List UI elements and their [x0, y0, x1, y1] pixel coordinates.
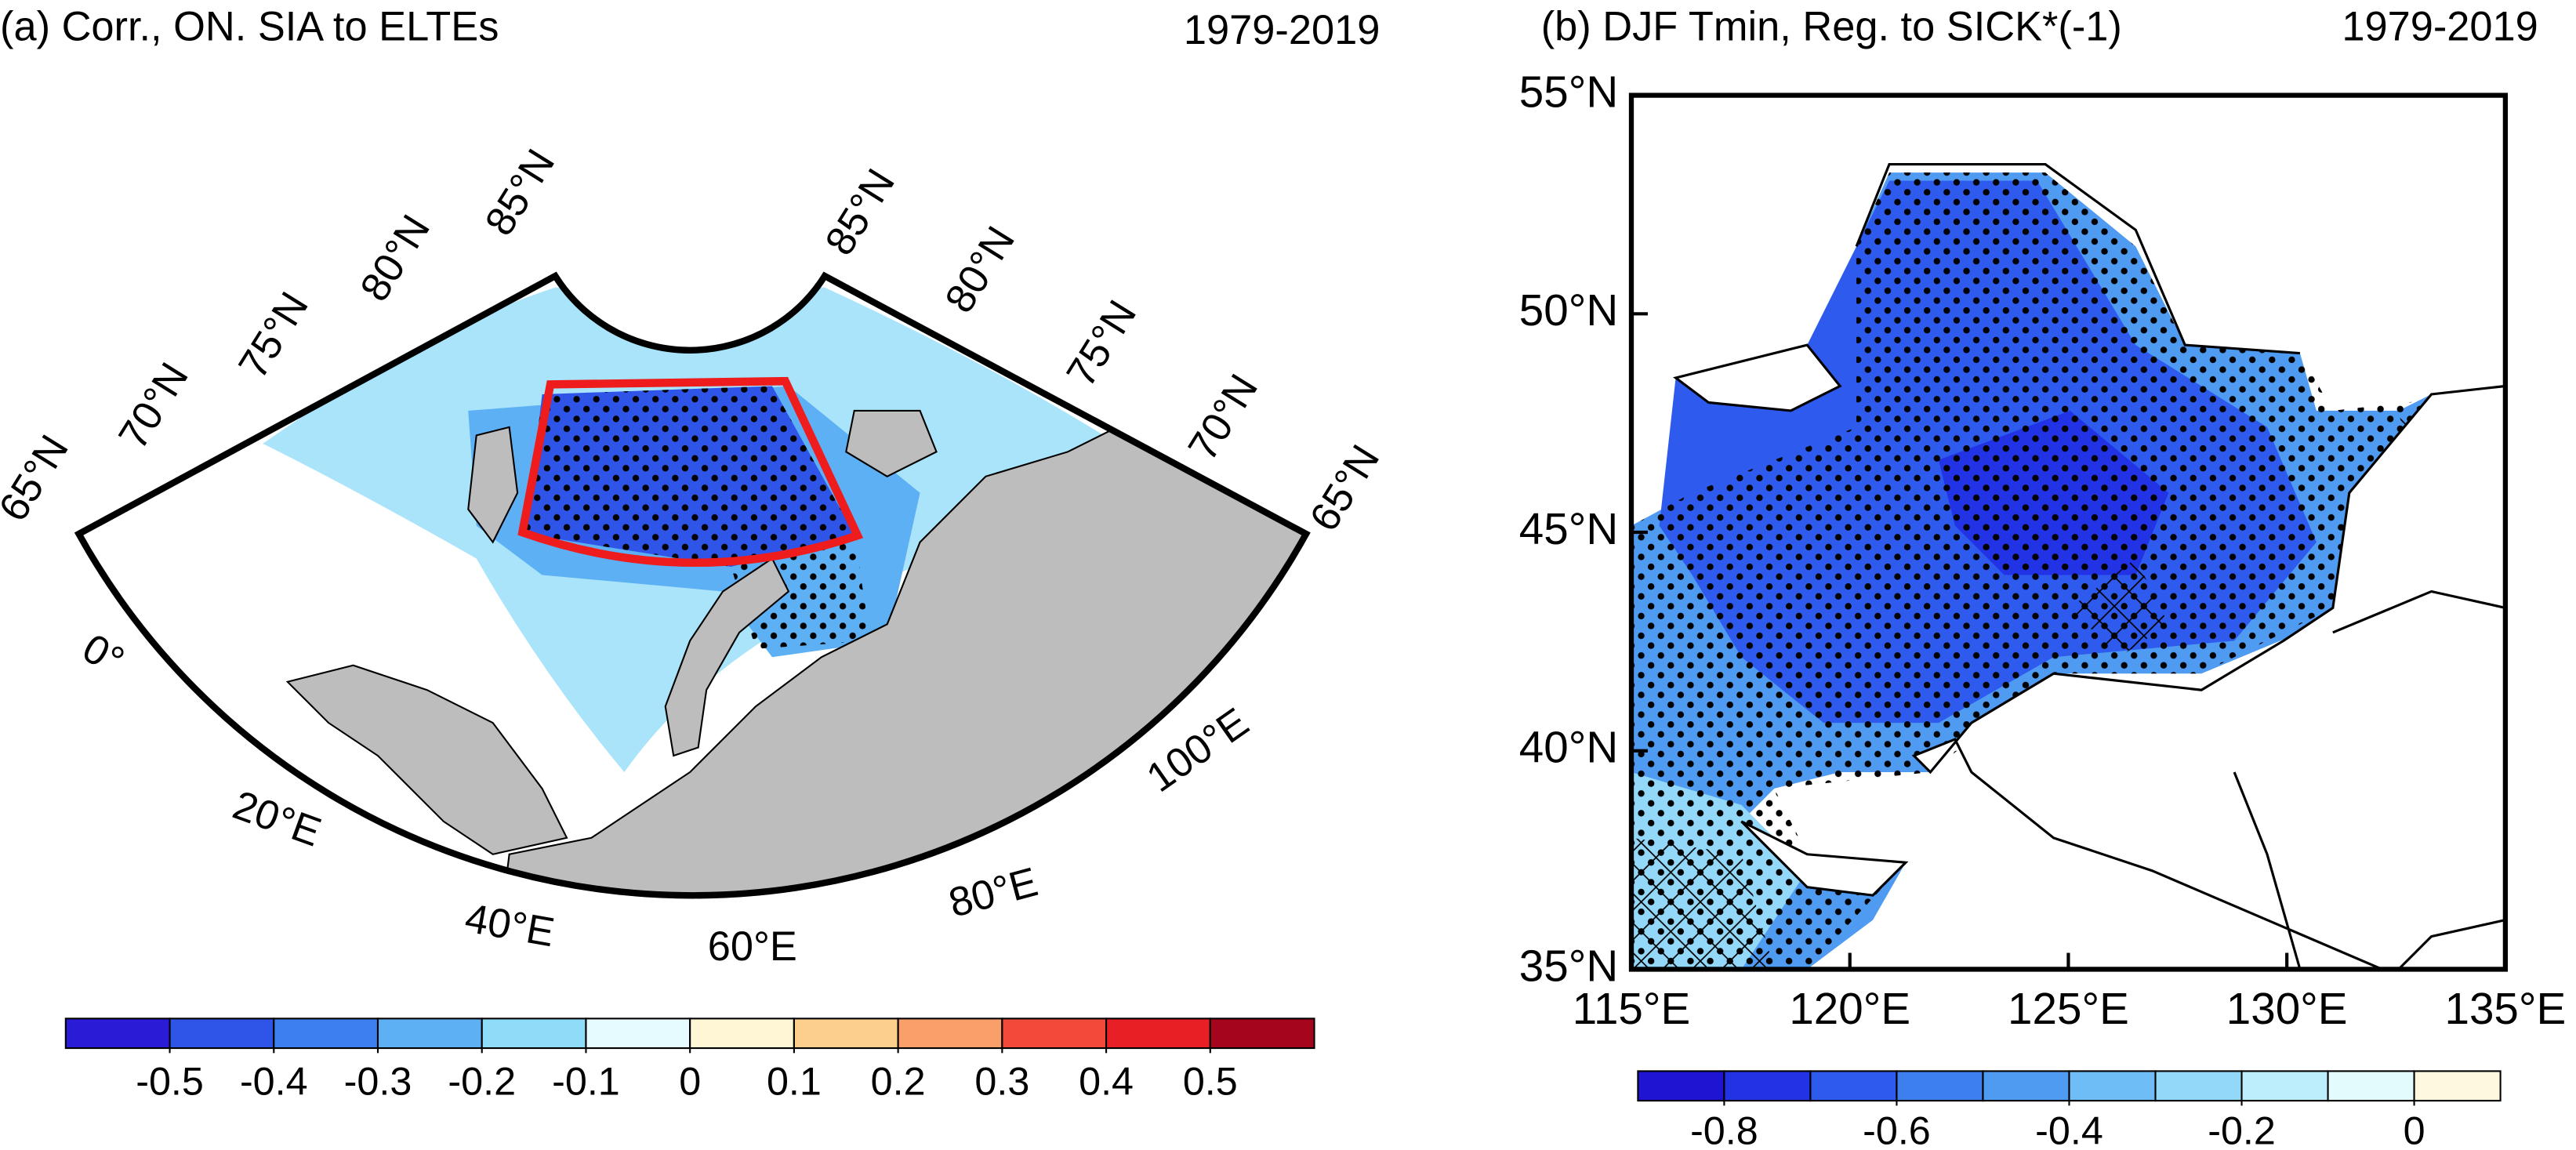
colorbar-box	[1637, 1070, 1725, 1102]
colorbar-label: 0.5	[1183, 1058, 1238, 1103]
colorbar-box	[2154, 1070, 2243, 1102]
lat-label: 80°N	[937, 219, 1024, 321]
colorbar-label: 0	[679, 1058, 701, 1103]
colorbar-box	[2327, 1070, 2415, 1102]
panel-b-title: (b) DJF Tmin, Reg. to SICK*(-1)	[1541, 5, 2122, 50]
colorbar-box	[1982, 1070, 2070, 1102]
colorbar-box	[1723, 1070, 1812, 1102]
colorbar-box	[897, 1018, 1003, 1050]
land-korea-sea	[1911, 384, 2505, 970]
colorbar-box	[585, 1018, 691, 1050]
lat-label: 75°N	[230, 285, 317, 386]
land-svalbard	[467, 426, 519, 544]
colorbar-label: -0.2	[2208, 1108, 2276, 1150]
lat-label: 80°N	[352, 207, 439, 309]
land-scandinavia	[285, 664, 568, 855]
polar-map	[78, 276, 1307, 896]
colorbar-box	[64, 1018, 171, 1050]
lat-label: 75°N	[1058, 292, 1145, 394]
x-tick-label: 120°E	[1789, 984, 1910, 1033]
colorbar-label: -0.5	[136, 1058, 204, 1103]
y-tick-label: 55°N	[1519, 67, 1618, 117]
colorbar-box	[376, 1018, 483, 1050]
x-tick-label: 135°E	[2445, 984, 2567, 1033]
x-tick-label: 130°E	[2226, 984, 2348, 1033]
colorbar-label: 0.3	[974, 1058, 1029, 1103]
y-tick-label: 40°N	[1519, 723, 1618, 772]
map-border	[74, 271, 1311, 899]
coast-border	[1855, 163, 2301, 355]
borders	[2233, 590, 2505, 970]
regional-map	[1631, 95, 2505, 970]
colorbar-b: -0.8 -0.6 -0.4 -0.2 0	[1637, 1070, 2502, 1150]
significance-dots	[1631, 172, 2481, 970]
y-tick-label: 35°N	[1519, 941, 1618, 990]
colorbar-label: -0.4	[240, 1058, 308, 1103]
panel-b-period: 1979-2019	[2342, 5, 2538, 50]
colorbar-label: 0	[2404, 1108, 2425, 1150]
colorbar-label: -0.2	[448, 1058, 516, 1103]
colorbar-box	[689, 1018, 795, 1050]
colorbar-label: -0.8	[1690, 1108, 1758, 1150]
region-box	[517, 376, 864, 568]
lat-label: 85°N	[817, 161, 904, 263]
x-tick-label: 115°E	[1573, 984, 1691, 1033]
colorbar-label: 0.2	[871, 1058, 926, 1103]
lon-label: 0°	[74, 626, 131, 684]
colorbar-box	[2413, 1070, 2502, 1102]
colorbar-label: -0.1	[552, 1058, 620, 1103]
land-novaya-zemlya	[664, 557, 790, 757]
colorbar-box	[1896, 1070, 1984, 1102]
lon-label: 40°E	[462, 895, 557, 956]
colorbar-box	[169, 1018, 275, 1050]
colorbar-box	[1809, 1070, 1898, 1102]
land-franz-josef	[845, 409, 938, 477]
colorbar-box	[2240, 1070, 2329, 1102]
lon-label: 60°E	[708, 924, 797, 970]
colorbar-label: -0.4	[2035, 1108, 2103, 1150]
colorbar-label: 0.4	[1079, 1058, 1134, 1103]
colorbar-box	[793, 1018, 899, 1050]
colorbar-box	[1001, 1018, 1108, 1050]
bohai-bay-inland	[1672, 343, 1842, 412]
hatching	[1631, 394, 2481, 970]
lon-label: 20°E	[227, 782, 327, 856]
axes-b: 115°E 120°E 125°E 130°E 135°E 35°N 40°N 45°N 50°…	[1519, 67, 2566, 1033]
lat-label: 70°N	[111, 355, 198, 457]
colorbar-a: -0.5 -0.4 -0.3 -0.2 -0.1 0 0.1 0.2 0.3 0.4 0.5	[64, 1018, 1315, 1103]
colorbar-label: -0.6	[1863, 1108, 1931, 1150]
colorbar-box	[1105, 1018, 1211, 1050]
colorbar-box	[2068, 1070, 2157, 1102]
panel-a-period: 1979-2019	[1184, 8, 1380, 53]
panel-a-title: (a) Corr., ON. SIA to ELTEs	[0, 5, 499, 50]
colorbar-box	[273, 1018, 379, 1050]
lat-label: 65°N	[1301, 437, 1388, 539]
lat-label: 65°N	[0, 427, 78, 529]
bay	[1740, 820, 1909, 897]
colorbar-label: 0.1	[767, 1058, 822, 1103]
lat-label: 70°N	[1180, 367, 1267, 469]
colorbar-box	[481, 1018, 587, 1050]
colorbar-label: -0.3	[344, 1058, 412, 1103]
y-tick-label: 45°N	[1519, 504, 1618, 553]
y-tick-label: 50°N	[1519, 285, 1618, 335]
lon-label: 80°E	[944, 859, 1042, 927]
x-tick-label: 125°E	[2008, 984, 2129, 1033]
lat-label: 85°N	[477, 142, 564, 244]
colorbar-box	[1209, 1018, 1315, 1050]
